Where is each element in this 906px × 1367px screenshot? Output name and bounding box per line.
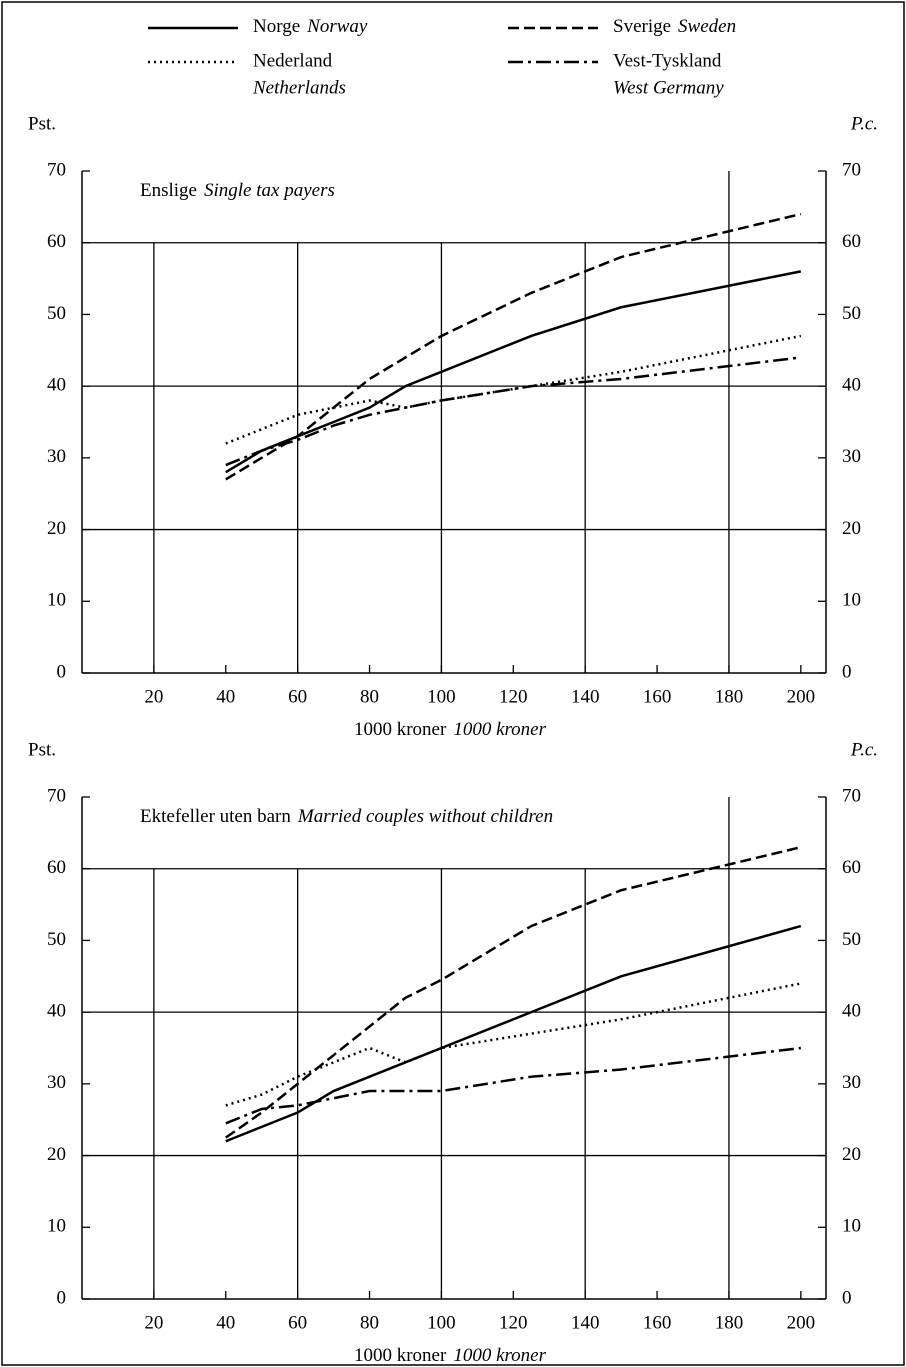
x-tick-label: 180 <box>715 1312 744 1333</box>
x-tick-label: 140 <box>571 1312 600 1333</box>
x-tick-label: 100 <box>427 1312 456 1333</box>
legend-label-en: Sweden <box>678 16 736 37</box>
x-tick-label: 60 <box>288 686 307 707</box>
legend-label-en: Norway <box>306 16 368 37</box>
series-line <box>225 924 802 1143</box>
x-axis-label: 1000 kroner 1000 kroner <box>354 719 547 740</box>
y-tick-label: 40 <box>47 375 66 396</box>
y-tick-label: 20 <box>47 518 66 539</box>
chart-title-en: Married couples without children <box>297 806 553 827</box>
y-tick-label: 70 <box>47 785 66 806</box>
y-axis-label: Pst. <box>28 113 56 134</box>
x-axis-label-en: 1000 kroner <box>453 719 546 740</box>
y2-axis-label: P.c. <box>850 113 878 134</box>
y-tick-label: 0 <box>57 1287 67 1308</box>
legend-label-en: West Germany <box>613 77 724 98</box>
x-tick-label: 40 <box>216 1312 235 1333</box>
x-axis-label-en: 1000 kroner <box>453 1345 546 1366</box>
y-tick-label: 10 <box>47 590 66 611</box>
y2-tick-label: 50 <box>842 303 861 324</box>
y-tick-label: 10 <box>47 1216 66 1237</box>
y2-tick-label: 70 <box>842 159 861 180</box>
x-tick-label: 120 <box>499 686 528 707</box>
y2-tick-label: 0 <box>842 661 852 682</box>
x-tick-label: 200 <box>787 686 816 707</box>
y2-tick-label: 40 <box>842 1001 861 1022</box>
chart-title-en: Single tax payers <box>204 180 335 201</box>
series-line <box>225 982 802 1107</box>
chart-title-no: Enslige <box>140 180 197 201</box>
chart-title-no: Ektefeller uten barn <box>140 806 291 827</box>
y2-tick-label: 10 <box>842 590 861 611</box>
series-line <box>225 270 802 474</box>
y2-tick-label: 30 <box>842 1072 861 1093</box>
x-tick-label: 60 <box>288 1312 307 1333</box>
x-tick-label: 40 <box>216 686 235 707</box>
chart-title: Ektefeller uten barn Married couples with… <box>140 806 553 827</box>
y2-tick-label: 50 <box>842 929 861 950</box>
x-axis-label: 1000 kroner 1000 kroner <box>354 1345 547 1366</box>
x-tick-label: 80 <box>360 686 379 707</box>
x-tick-label: 140 <box>571 686 600 707</box>
series-line <box>225 1046 801 1125</box>
y-tick-label: 30 <box>47 446 66 467</box>
y-tick-label: 50 <box>47 303 66 324</box>
x-tick-label: 120 <box>499 1312 528 1333</box>
legend-label: Norge Norway <box>253 16 368 37</box>
y2-tick-label: 40 <box>842 375 861 396</box>
series-line <box>225 212 802 481</box>
x-tick-label: 80 <box>360 1312 379 1333</box>
y2-tick-label: 70 <box>842 785 861 806</box>
y-tick-label: 0 <box>57 661 67 682</box>
series-line <box>225 356 801 467</box>
y2-tick-label: 10 <box>842 1216 861 1237</box>
x-tick-label: 160 <box>643 1312 672 1333</box>
y2-tick-label: 20 <box>842 1144 861 1165</box>
y2-tick-label: 30 <box>842 446 861 467</box>
y2-tick-label: 0 <box>842 1287 852 1308</box>
legend-label: Sverige Sweden <box>613 16 736 37</box>
y-tick-label: 40 <box>47 1001 66 1022</box>
legend-label-no: Norge <box>253 16 300 37</box>
y-tick-label: 60 <box>47 857 66 878</box>
chart-title: Enslige Single tax payers <box>140 180 335 201</box>
x-axis-label-no: 1000 kroner <box>354 1345 447 1366</box>
series-line <box>225 334 802 445</box>
y-tick-label: 20 <box>47 1144 66 1165</box>
legend-label-no: Sverige <box>613 16 671 37</box>
legend-label: Vest-Tyskland <box>613 50 722 71</box>
x-tick-label: 20 <box>144 686 163 707</box>
y2-tick-label: 20 <box>842 518 861 539</box>
x-tick-label: 20 <box>144 1312 163 1333</box>
x-tick-label: 180 <box>715 686 744 707</box>
legend-label-en: Netherlands <box>252 77 346 98</box>
y-tick-label: 70 <box>47 159 66 180</box>
y-tick-label: 30 <box>47 1072 66 1093</box>
x-tick-label: 100 <box>427 686 456 707</box>
y2-tick-label: 60 <box>842 231 861 252</box>
y2-axis-label: P.c. <box>850 739 878 760</box>
y2-tick-label: 60 <box>842 857 861 878</box>
y-axis-label: Pst. <box>28 739 56 760</box>
x-tick-label: 160 <box>643 686 672 707</box>
y-tick-label: 60 <box>47 231 66 252</box>
series-line <box>225 845 802 1139</box>
y-tick-label: 50 <box>47 929 66 950</box>
legend-label: Nederland <box>253 50 333 71</box>
x-axis-label-no: 1000 kroner <box>354 719 447 740</box>
x-tick-label: 200 <box>787 1312 816 1333</box>
